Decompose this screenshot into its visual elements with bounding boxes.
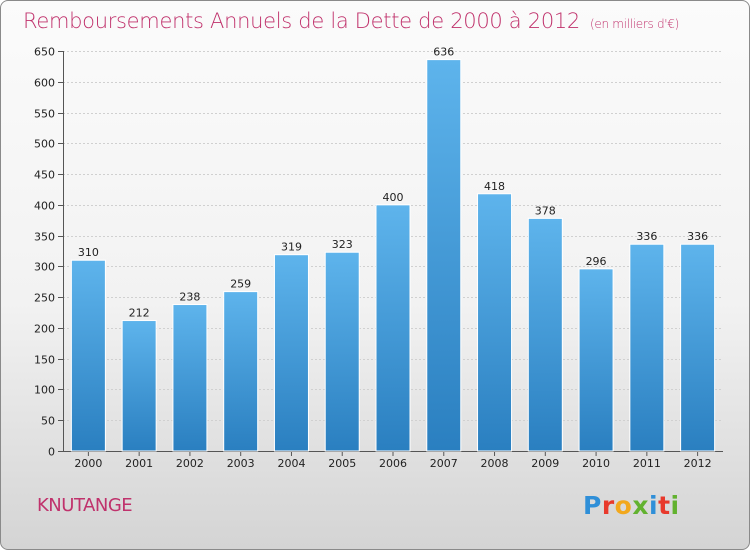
x-tick-label: 2003 (227, 457, 255, 470)
value-label: 636 (433, 46, 454, 59)
logo-letter: r (601, 491, 615, 520)
y-tick-label: 200 (34, 323, 55, 336)
commune-name: KNUTANGE (37, 495, 133, 516)
logo-letter: i (649, 491, 659, 520)
x-tick-label: 2004 (277, 457, 305, 470)
y-tick-label: 500 (34, 138, 55, 151)
value-label: 336 (687, 230, 708, 243)
y-tick-label: 400 (34, 200, 55, 213)
bars (70, 59, 716, 452)
bar (629, 243, 665, 452)
x-tick-label: 2012 (684, 457, 712, 470)
bar (375, 204, 411, 452)
y-tick-label: 550 (34, 108, 55, 121)
value-label: 310 (78, 246, 99, 259)
x-tick-label: 2011 (633, 457, 661, 470)
y-tick-label: 150 (34, 354, 55, 367)
chart-title-text: Remboursements Annuels de la Dette de 20… (23, 9, 580, 33)
logo-letter: i (670, 491, 680, 520)
y-tick-label: 0 (48, 446, 55, 459)
y-tick-label: 100 (34, 384, 55, 397)
y-tick-label: 250 (34, 292, 55, 305)
value-label: 378 (535, 204, 556, 217)
bar (527, 217, 563, 452)
y-tick-label: 350 (34, 231, 55, 244)
bar (172, 304, 208, 452)
value-label: 238 (179, 291, 200, 304)
y-tick-label: 300 (34, 261, 55, 274)
bar (426, 59, 462, 452)
y-tick-label: 50 (41, 415, 55, 428)
value-label: 319 (281, 241, 302, 254)
value-label: 418 (484, 180, 505, 193)
x-tick-label: 2002 (176, 457, 204, 470)
bar (70, 259, 106, 452)
chart-subtitle: (en milliers d'€) (590, 17, 680, 31)
chart-title: Remboursements Annuels de la Dette de 20… (23, 9, 679, 33)
bar (121, 320, 157, 452)
y-tick-label: 450 (34, 169, 55, 182)
x-tick-label: 2007 (430, 457, 458, 470)
x-tick-label: 2009 (531, 457, 559, 470)
bar (273, 254, 309, 452)
bar (223, 291, 259, 452)
x-tick-label: 2006 (379, 457, 407, 470)
x-tick-label: 2008 (481, 457, 509, 470)
tick-labels: 0 50 100 150 200 250 300 350 400 450 500 550 600 650 2… (34, 46, 712, 471)
x-tick-label: 2000 (74, 457, 102, 470)
value-label: 400 (383, 191, 404, 204)
bar (324, 251, 360, 452)
y-tick-label: 650 (34, 46, 55, 59)
value-label: 336 (636, 230, 657, 243)
logo-letter: x (632, 491, 649, 520)
value-label: 323 (332, 238, 353, 251)
logo-letter: t (658, 491, 671, 520)
value-label: 259 (230, 278, 251, 291)
bar (680, 243, 716, 452)
bar (477, 193, 513, 452)
value-labels: 310 212 238 259 319 323 400 636 418 378 296 336 336 (78, 46, 708, 320)
logo-letter: P (583, 491, 602, 520)
x-tick-label: 2010 (582, 457, 610, 470)
value-label: 212 (129, 307, 150, 320)
proxiti-logo[interactable]: Proxiti (583, 491, 680, 520)
x-tick-label: 2001 (125, 457, 153, 470)
bar (578, 268, 614, 452)
logo-letter: o (614, 491, 633, 520)
y-tick-label: 600 (34, 77, 55, 90)
x-tick-label: 2005 (328, 457, 356, 470)
value-label: 296 (586, 255, 607, 268)
